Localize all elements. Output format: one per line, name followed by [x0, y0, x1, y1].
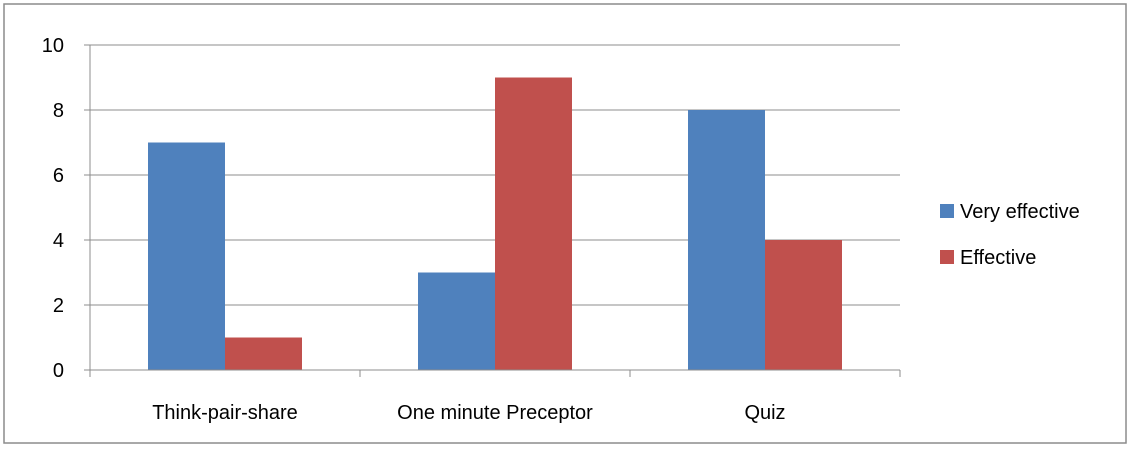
bar-effective	[765, 240, 842, 370]
y-tick-label: 10	[42, 35, 64, 57]
y-tick-label: 6	[53, 165, 64, 187]
x-category-label: One minute Preceptor	[397, 402, 593, 424]
y-tick-label: 0	[53, 360, 64, 382]
bar-effective	[225, 337, 302, 370]
bar-very-effective	[688, 110, 765, 370]
legend-label: Very effective	[960, 201, 1080, 223]
bar-very-effective	[148, 142, 225, 370]
bars	[148, 77, 842, 370]
x-category-label: Think-pair-share	[152, 402, 298, 424]
bar-effective	[495, 77, 572, 370]
y-tick-label: 4	[53, 230, 64, 252]
legend: Very effective Effective	[940, 201, 1080, 269]
y-tick-label: 8	[53, 100, 64, 122]
legend-label: Effective	[960, 247, 1036, 269]
legend-swatch	[940, 204, 954, 218]
axes: 0 2 4 6 8 10 Think-pair-share One minute Precep…	[42, 35, 901, 424]
y-tick-label: 2	[53, 295, 64, 317]
x-category-label: Quiz	[744, 402, 785, 424]
bar-very-effective	[418, 272, 495, 370]
legend-swatch	[940, 250, 954, 264]
